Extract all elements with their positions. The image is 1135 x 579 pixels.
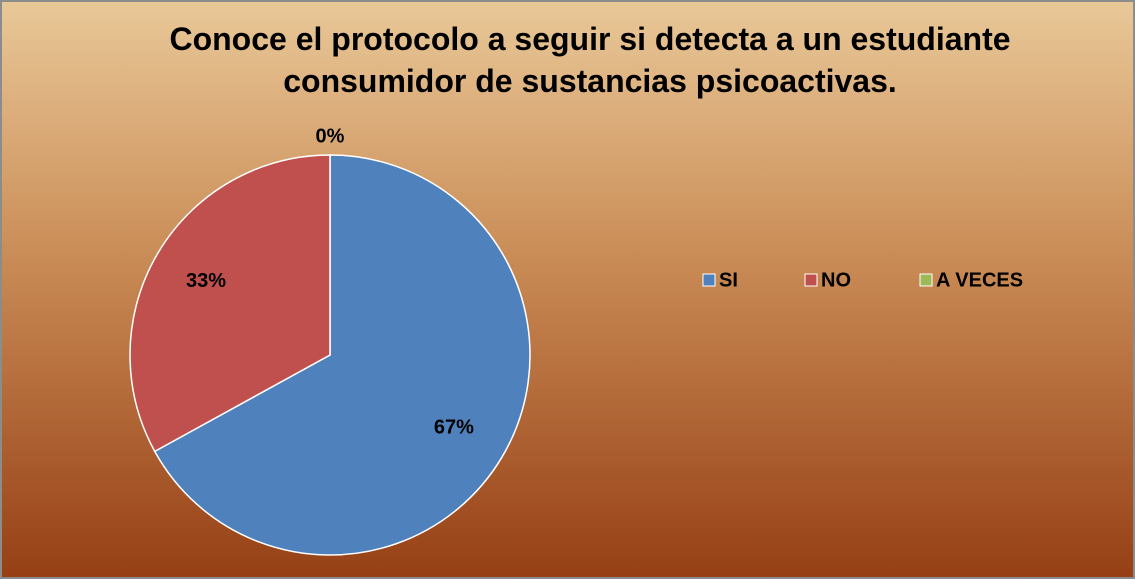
data-label: 67% [434, 417, 474, 439]
legend-label: A VECES [936, 269, 1023, 291]
pie-slice [153, 154, 531, 556]
legend-label: NO [821, 269, 851, 291]
chart-title: Conoce el protocolo a seguir si detecta … [169, 21, 1011, 99]
data-label: 0% [316, 125, 345, 147]
data-label: 33% [186, 270, 226, 292]
legend-label: SI [719, 269, 738, 291]
legend-swatch [804, 273, 818, 287]
pie-slice [129, 154, 331, 453]
legend-swatch [919, 273, 933, 287]
legend-swatch [702, 273, 716, 287]
